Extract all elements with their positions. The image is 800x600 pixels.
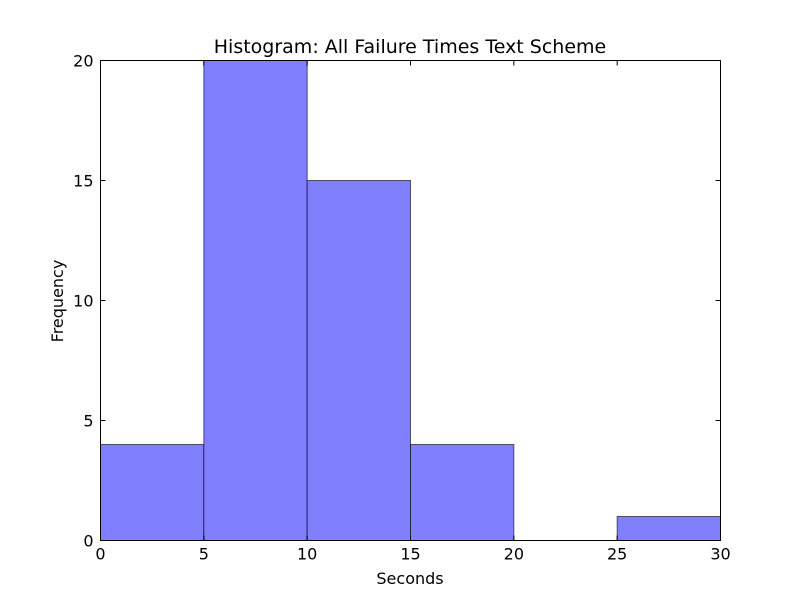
y-tick-label-20: 20	[73, 52, 93, 71]
y-tick-label-15: 15	[73, 172, 93, 191]
y-axis-label: Frequency	[48, 260, 67, 343]
histogram-bar-3	[410, 444, 515, 541]
plot-frame	[100, 60, 721, 541]
x-tick-label-0: 0	[95, 545, 105, 564]
x-tick-label-20: 20	[504, 545, 524, 564]
x-tick-label-15: 15	[400, 545, 420, 564]
y-tick-label-0: 0	[83, 532, 93, 551]
histogram-bar-5	[616, 516, 722, 541]
x-axis-label: Seconds	[376, 569, 443, 588]
bars-group	[100, 60, 722, 541]
y-tick-label-10: 10	[73, 292, 93, 311]
x-tick-label-5: 5	[199, 545, 209, 564]
y-tick-label-5: 5	[83, 412, 93, 431]
chart-title: Histogram: All Failure Times Text Scheme	[214, 36, 607, 58]
histogram-bar-2	[306, 180, 411, 541]
histogram-bar-0	[100, 444, 205, 541]
x-tick-label-10: 10	[297, 545, 317, 564]
x-tick-label-30: 30	[710, 545, 730, 564]
ticks-group: 0 5 10 15 20 25 30 0 5 10 15 20	[73, 52, 731, 564]
x-tick-label-25: 25	[607, 545, 627, 564]
histogram-bar-1	[203, 60, 308, 541]
